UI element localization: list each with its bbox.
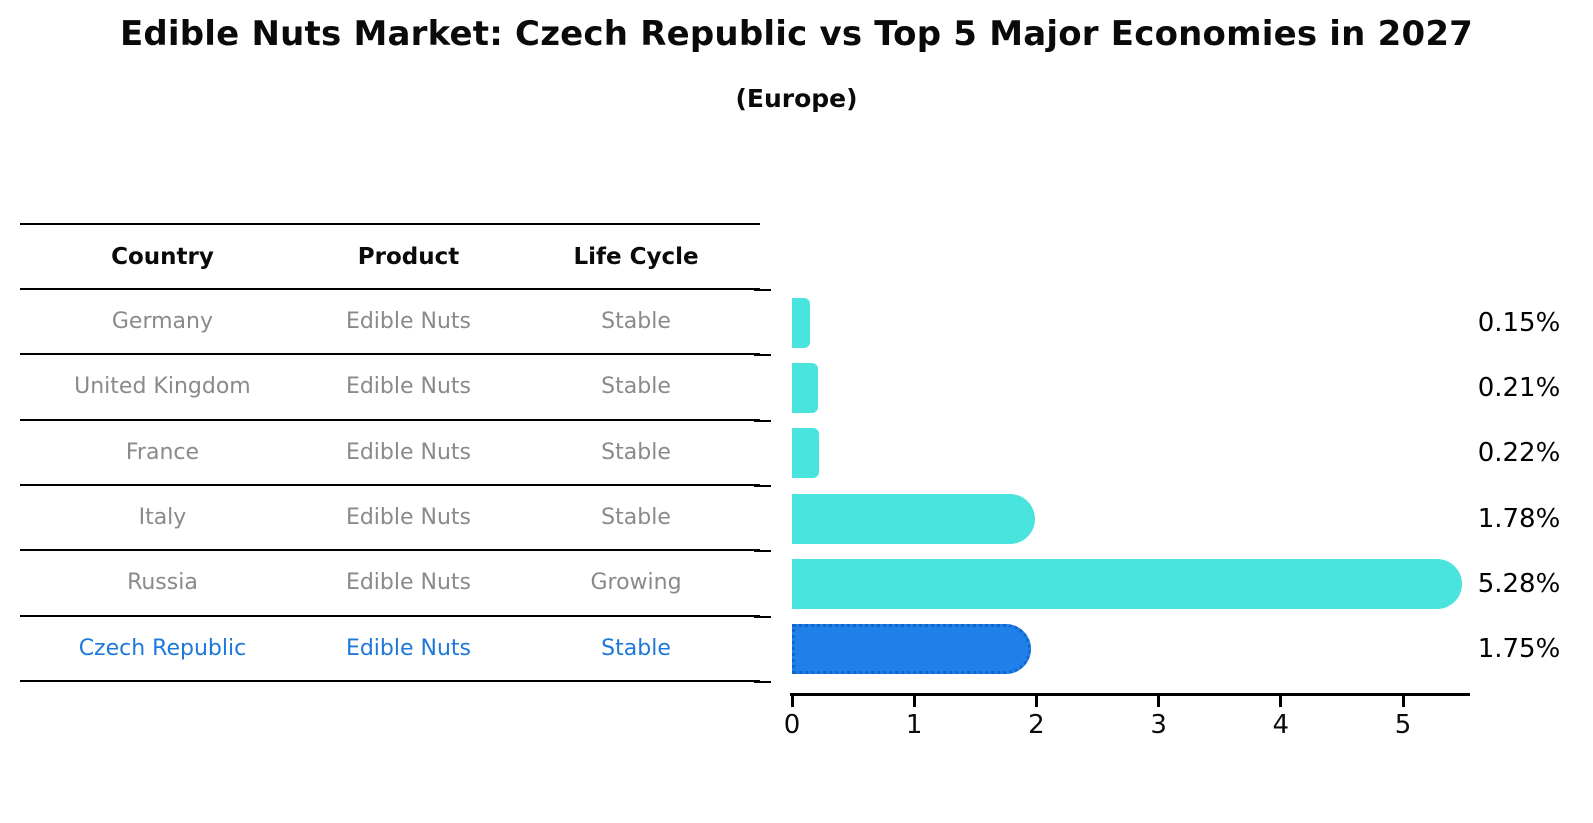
value-label-france: 0.22% (1477, 438, 1561, 469)
country-cell: France (125, 439, 200, 465)
x-tick-label-0: 0 (783, 710, 801, 740)
country-cell: Italy (138, 505, 187, 531)
y-tick (754, 484, 771, 487)
x-tick-1 (912, 696, 916, 707)
bar-germany (792, 297, 811, 348)
y-tick (754, 419, 771, 422)
x-tick-4 (1279, 696, 1283, 707)
x-tick-5 (1401, 696, 1405, 707)
x-tick-label-3: 3 (1150, 710, 1167, 740)
chart-subtitle: (Europe) (735, 84, 858, 113)
y-tick (754, 354, 771, 357)
table-body: Germany Edible Nuts Stable United Kingdom Ed… (20, 290, 760, 682)
y-tick (754, 680, 771, 683)
x-tick-label-2: 2 (1028, 710, 1045, 740)
life-cycle-cell: Stable (601, 505, 671, 531)
value-label-united-kingdom: 0.21% (1477, 372, 1561, 403)
table-row-czech-republic: Czech Republic Edible Nuts Stable (20, 617, 760, 682)
table-row-united-kingdom: United Kingdom Edible Nuts Stable (20, 355, 760, 421)
product-cell: Edible Nuts (345, 374, 472, 400)
product-cell: Edible Nuts (345, 439, 472, 465)
country-cell: Russia (127, 570, 198, 596)
bar-russia (792, 558, 1463, 609)
bar-united-kingdom (792, 362, 818, 413)
product-cell: Edible Nuts (345, 570, 472, 596)
table-row-russia: Russia Edible Nuts Growing (20, 551, 760, 617)
value-label-italy: 1.78% (1477, 503, 1561, 534)
country-info-table: Country Product Life Cycle Germany Edible N… (20, 223, 760, 682)
chart-title: Edible Nuts Market: Czech Republic vs To… (119, 14, 1474, 54)
x-tick-3 (1157, 696, 1161, 707)
x-tick-label-4: 4 (1272, 710, 1290, 740)
y-tick (754, 289, 771, 291)
y-tick (754, 615, 771, 618)
country-cell: Czech Republic (78, 635, 247, 661)
value-label-russia: 5.28% (1477, 568, 1561, 599)
product-cell: Edible Nuts (345, 309, 472, 335)
column-header-product: Product (357, 243, 460, 270)
column-header-life-cycle: Life Cycle (573, 243, 699, 270)
life-cycle-cell: Growing (590, 570, 682, 596)
column-header-country: Country (111, 243, 214, 270)
country-cell: Germany (111, 309, 213, 335)
table-row-germany: Germany Edible Nuts Stable (20, 290, 760, 356)
table-row-italy: Italy Edible Nuts Stable (20, 486, 760, 552)
table-header-row: Country Product Life Cycle (20, 223, 760, 290)
x-tick-0 (790, 696, 794, 707)
x-axis-line (790, 693, 1470, 696)
y-tick (754, 550, 771, 553)
life-cycle-cell: Stable (601, 635, 671, 661)
product-cell: Edible Nuts (345, 505, 472, 531)
x-tick-label-5: 5 (1394, 710, 1412, 740)
value-label-czech-republic: 1.75% (1477, 634, 1561, 665)
x-tick-2 (1034, 696, 1038, 707)
life-cycle-cell: Stable (601, 374, 671, 400)
life-cycle-cell: Stable (601, 309, 671, 335)
table-row-france: France Edible Nuts Stable (20, 421, 760, 486)
bar-czech-republic (792, 624, 1031, 675)
life-cycle-cell: Stable (601, 439, 671, 465)
x-tick-label-1: 1 (905, 710, 923, 740)
country-cell: United Kingdom (74, 374, 251, 400)
bar-italy (792, 493, 1035, 544)
value-label-germany: 0.15% (1477, 307, 1561, 338)
bar-france (792, 428, 819, 479)
product-cell: Edible Nuts (345, 635, 472, 661)
